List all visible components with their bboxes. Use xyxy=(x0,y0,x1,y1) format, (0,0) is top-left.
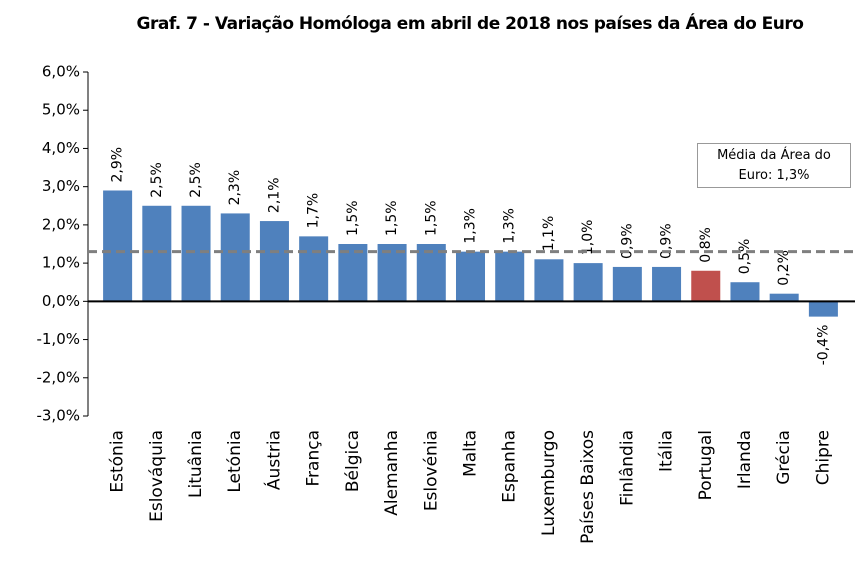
bar xyxy=(691,270,721,302)
x-tick-label: Luxemburgo xyxy=(539,430,559,536)
bar xyxy=(769,293,799,302)
bar xyxy=(808,301,838,317)
bar xyxy=(220,213,250,302)
x-tick-label: Eslovénia xyxy=(421,430,441,511)
bar xyxy=(652,266,682,302)
bar xyxy=(103,190,133,302)
value-label: 1,3% xyxy=(463,208,479,244)
bar xyxy=(730,282,760,302)
value-label: 1,3% xyxy=(502,208,518,244)
x-tick-label: Lituânia xyxy=(186,430,206,498)
x-tick-label: Eslováquia xyxy=(147,430,167,522)
bar xyxy=(495,251,525,302)
bar xyxy=(612,266,642,302)
x-tick-label: Bélgica xyxy=(343,430,363,492)
value-label: 2,5% xyxy=(188,162,204,198)
y-tick-label: 2,0% xyxy=(42,215,80,233)
value-label: 1,5% xyxy=(423,200,439,236)
y-tick-label: 1,0% xyxy=(42,254,80,272)
value-label: 1,5% xyxy=(345,200,361,236)
value-label: 1,1% xyxy=(541,216,557,252)
bar xyxy=(338,244,368,302)
x-tick-label: Portugal xyxy=(696,430,716,500)
x-tick-label: Finlândia xyxy=(617,430,637,506)
bar xyxy=(455,251,486,302)
x-tick-label: Áustria xyxy=(262,430,284,490)
y-tick-label: 6,0% xyxy=(42,63,80,81)
x-tick-label: Irlanda xyxy=(735,430,755,489)
x-tick-label: Malta xyxy=(461,430,481,477)
value-label: 2,1% xyxy=(266,177,282,213)
y-tick-label: 5,0% xyxy=(42,101,80,119)
value-label: 1,7% xyxy=(306,193,322,229)
bar xyxy=(377,244,407,302)
y-tick-label: -1,0% xyxy=(36,330,80,348)
bar xyxy=(534,259,564,302)
x-tick-label: Letónia xyxy=(225,430,245,493)
x-tick-label: Chipre xyxy=(813,430,833,485)
value-label: 2,5% xyxy=(149,162,165,198)
y-tick-label: -3,0% xyxy=(36,407,80,425)
x-tick-label: Espanha xyxy=(500,430,520,503)
y-tick-label: 0,0% xyxy=(42,292,80,310)
value-label: 2,3% xyxy=(227,170,243,206)
value-label: 0,2% xyxy=(776,250,792,286)
y-tick-label: -2,0% xyxy=(36,368,80,386)
value-label: 0,5% xyxy=(737,239,753,275)
chart-title: Graf. 7 - Variação Homóloga em abril de … xyxy=(136,14,804,34)
bar xyxy=(299,236,329,302)
bar xyxy=(259,221,289,302)
x-tick-label: Países Baixos xyxy=(578,430,598,544)
y-tick-label: 4,0% xyxy=(42,139,80,157)
reference-annotation: Média da Área do Euro: 1,3% xyxy=(697,143,851,188)
x-tick-label: Alemanha xyxy=(382,430,402,516)
value-label: 0,9% xyxy=(619,223,635,259)
x-tick-label: Itália xyxy=(657,430,677,472)
value-label: 1,0% xyxy=(580,220,596,256)
value-label: -0,4% xyxy=(815,325,831,366)
x-tick-label: Estónia xyxy=(108,430,128,493)
x-tick-label: França xyxy=(304,430,324,487)
value-label: 0,9% xyxy=(659,223,675,259)
value-label: 0,8% xyxy=(698,227,714,263)
value-label: 2,9% xyxy=(110,147,126,183)
bar xyxy=(416,244,446,302)
bar xyxy=(181,205,211,302)
value-label: 1,5% xyxy=(384,200,400,236)
bar xyxy=(142,205,172,302)
bar xyxy=(573,263,603,302)
x-tick-label: Grécia xyxy=(774,430,794,485)
y-tick-label: 3,0% xyxy=(42,177,80,195)
